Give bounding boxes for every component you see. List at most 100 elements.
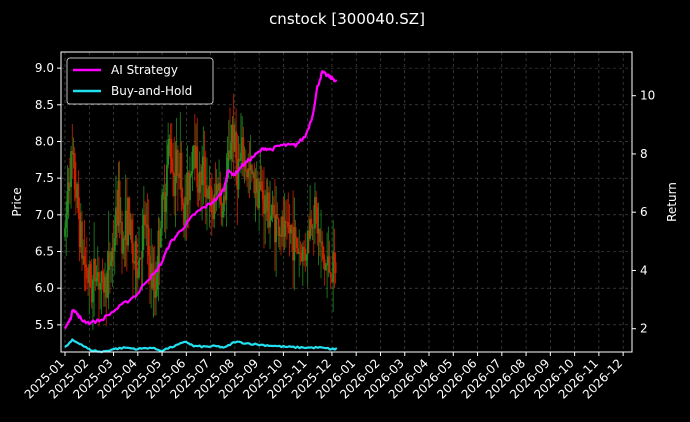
candle-body bbox=[306, 230, 309, 255]
candle-body bbox=[178, 176, 180, 178]
candle-body bbox=[293, 227, 296, 261]
candle-body bbox=[71, 151, 74, 155]
candle-body bbox=[289, 224, 292, 234]
plot-frame bbox=[60, 51, 633, 353]
candle-body bbox=[130, 219, 133, 244]
candle-body bbox=[312, 227, 315, 229]
candle-body bbox=[277, 218, 280, 236]
candle-body bbox=[229, 150, 231, 160]
candle-body bbox=[124, 210, 127, 240]
candle-body bbox=[189, 175, 191, 201]
candle-body bbox=[324, 265, 327, 271]
candle-body bbox=[220, 201, 223, 218]
candle-body bbox=[235, 131, 237, 160]
candle-body bbox=[89, 264, 92, 287]
candle-body bbox=[183, 204, 185, 226]
legend: AI Strategy Buy-and-Hold bbox=[66, 57, 214, 105]
candle-body bbox=[305, 254, 308, 261]
candle-body bbox=[66, 190, 69, 214]
candle-body bbox=[173, 172, 176, 196]
candle-body bbox=[249, 164, 252, 171]
candle-body bbox=[64, 227, 66, 237]
candle-body bbox=[142, 214, 145, 226]
candle-body bbox=[300, 252, 303, 262]
candle-body bbox=[117, 180, 120, 226]
candle-body bbox=[162, 192, 165, 195]
candle-body bbox=[309, 218, 311, 239]
candle-body bbox=[247, 168, 250, 178]
candle-body bbox=[232, 124, 235, 152]
y-axis-label-left: Price bbox=[10, 187, 24, 216]
candle-body bbox=[311, 227, 314, 229]
candle-body bbox=[231, 124, 234, 143]
candle-body bbox=[316, 207, 319, 234]
series bbox=[64, 70, 338, 354]
candle-body bbox=[110, 261, 113, 267]
candle-body bbox=[149, 255, 151, 280]
y-tick-label-right: 8 bbox=[640, 147, 648, 161]
candle-body bbox=[252, 172, 254, 174]
candle-body bbox=[216, 184, 219, 191]
candle-body bbox=[278, 234, 281, 236]
candle-body bbox=[210, 189, 213, 214]
candle-body bbox=[301, 246, 304, 262]
candle-body bbox=[123, 238, 126, 240]
candle-body bbox=[233, 131, 236, 152]
candle-body bbox=[304, 248, 307, 261]
candle-body bbox=[132, 243, 134, 263]
candle-body bbox=[213, 194, 216, 220]
candle-body bbox=[332, 252, 335, 283]
candle-body bbox=[260, 181, 263, 190]
candle-body bbox=[258, 190, 261, 209]
candle-body bbox=[102, 273, 105, 293]
candle-body bbox=[208, 186, 211, 199]
y-tick-label-left: 9.0 bbox=[35, 61, 54, 75]
candle-body bbox=[276, 214, 279, 219]
candle-body bbox=[105, 276, 108, 298]
candle-body bbox=[185, 196, 188, 205]
candle-body bbox=[75, 189, 77, 198]
candle-body bbox=[295, 238, 298, 249]
candle-body bbox=[215, 184, 218, 195]
candle-body bbox=[77, 184, 80, 213]
candle-body bbox=[254, 192, 257, 194]
legend-label-buy-and-hold: Buy-and-Hold bbox=[111, 84, 192, 98]
candle-body bbox=[236, 159, 239, 190]
candle-body bbox=[65, 213, 68, 228]
candle-body bbox=[209, 186, 212, 190]
candle-body bbox=[119, 221, 122, 223]
candle-body bbox=[88, 264, 91, 283]
candle-body bbox=[135, 241, 138, 278]
candle-body bbox=[202, 156, 205, 167]
candle-body bbox=[292, 230, 295, 261]
candle-body bbox=[179, 152, 182, 178]
ai-strategy-line bbox=[64, 70, 338, 330]
y-tick-label-right: 4 bbox=[640, 263, 648, 277]
candle-body bbox=[99, 282, 102, 290]
candle-body bbox=[187, 172, 190, 201]
candle-body bbox=[113, 238, 116, 252]
candle-body bbox=[76, 184, 79, 198]
candle-body bbox=[271, 204, 274, 216]
candle-body bbox=[265, 195, 268, 212]
candle-body bbox=[198, 171, 201, 193]
candle-body bbox=[317, 228, 320, 234]
candle-body bbox=[156, 272, 159, 290]
candle-body bbox=[192, 145, 195, 152]
candle-body bbox=[244, 161, 247, 172]
candle-body bbox=[82, 256, 85, 259]
candle-body bbox=[157, 230, 160, 273]
candle-body bbox=[133, 262, 136, 264]
candle-body bbox=[286, 221, 288, 223]
candle-body bbox=[73, 153, 76, 190]
candle-body bbox=[108, 251, 111, 267]
candle-body bbox=[237, 158, 240, 190]
candle-body bbox=[144, 214, 146, 226]
candle-body bbox=[174, 176, 177, 196]
candle-body bbox=[240, 152, 242, 161]
candle-body bbox=[118, 180, 121, 223]
candle-body bbox=[176, 149, 179, 177]
candle-body bbox=[168, 138, 171, 145]
y-tick-label-right: 2 bbox=[640, 322, 648, 336]
